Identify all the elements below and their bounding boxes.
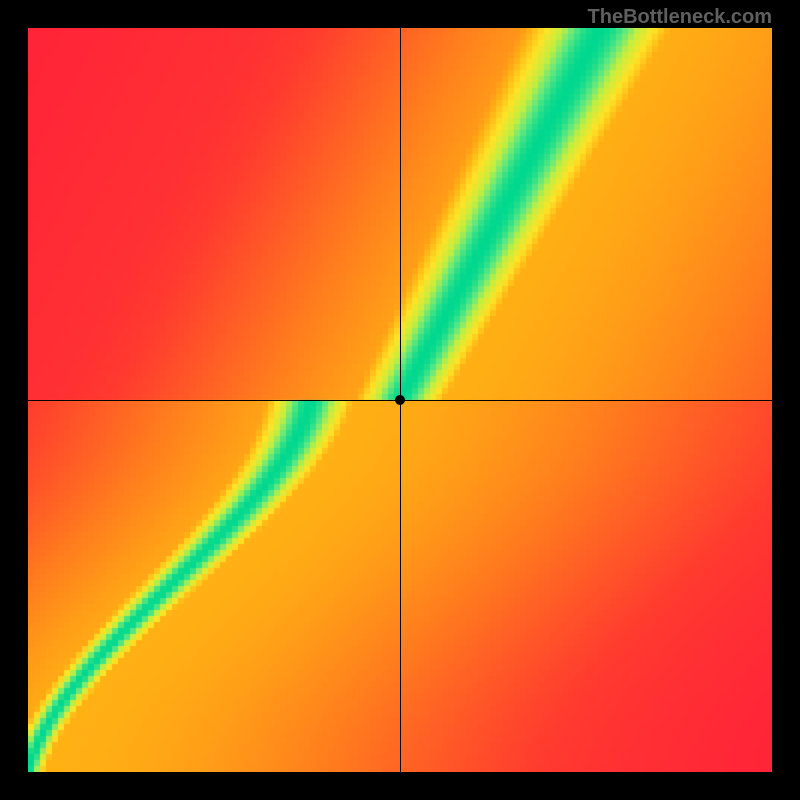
watermark-text: TheBottleneck.com: [588, 6, 772, 29]
crosshair-dot: [395, 395, 405, 405]
plot-area: [28, 28, 772, 772]
